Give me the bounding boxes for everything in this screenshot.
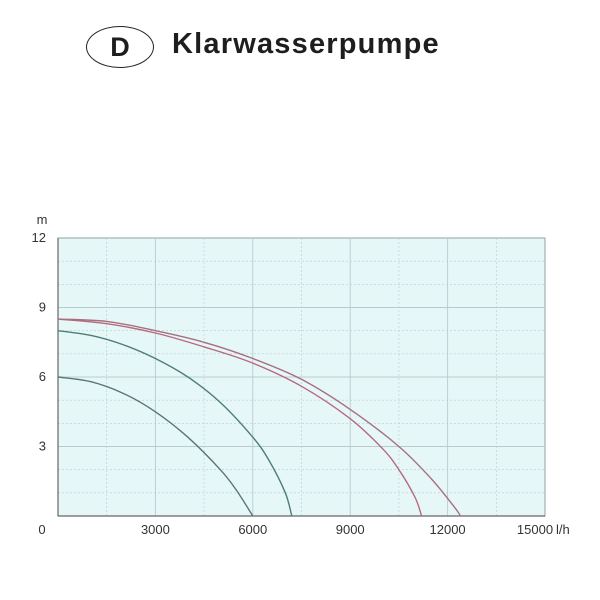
x-tick-label: 3000 [141, 522, 170, 537]
y-tick-label: 9 [39, 300, 46, 315]
curve-1 [57, 376, 254, 517]
x-axis-ticks: 3000 6000 9000 12000 15000 [141, 522, 553, 537]
x-tick-label: 12000 [430, 522, 466, 537]
y-axis-ticks: 3 6 9 12 0 [32, 230, 46, 537]
origin-tick-label: 0 [38, 522, 45, 537]
x-tick-label: 6000 [238, 522, 267, 537]
x-tick-label: 15000 [517, 522, 553, 537]
y-tick-label: 6 [39, 369, 46, 384]
page-title: Klarwasserpumpe [172, 28, 440, 60]
curve-2 [57, 330, 293, 517]
curve-3 [57, 318, 423, 517]
y-tick-label: 3 [39, 439, 46, 454]
curves [57, 318, 462, 517]
y-axis-unit: m [37, 212, 48, 227]
curve-4 [57, 318, 462, 517]
grid [57, 238, 545, 517]
country-badge: D [86, 26, 154, 68]
x-tick-label: 9000 [336, 522, 365, 537]
header: D Klarwasserpumpe [0, 0, 600, 90]
y-tick-label: 12 [32, 230, 46, 245]
x-axis-unit: l/h [556, 522, 570, 537]
